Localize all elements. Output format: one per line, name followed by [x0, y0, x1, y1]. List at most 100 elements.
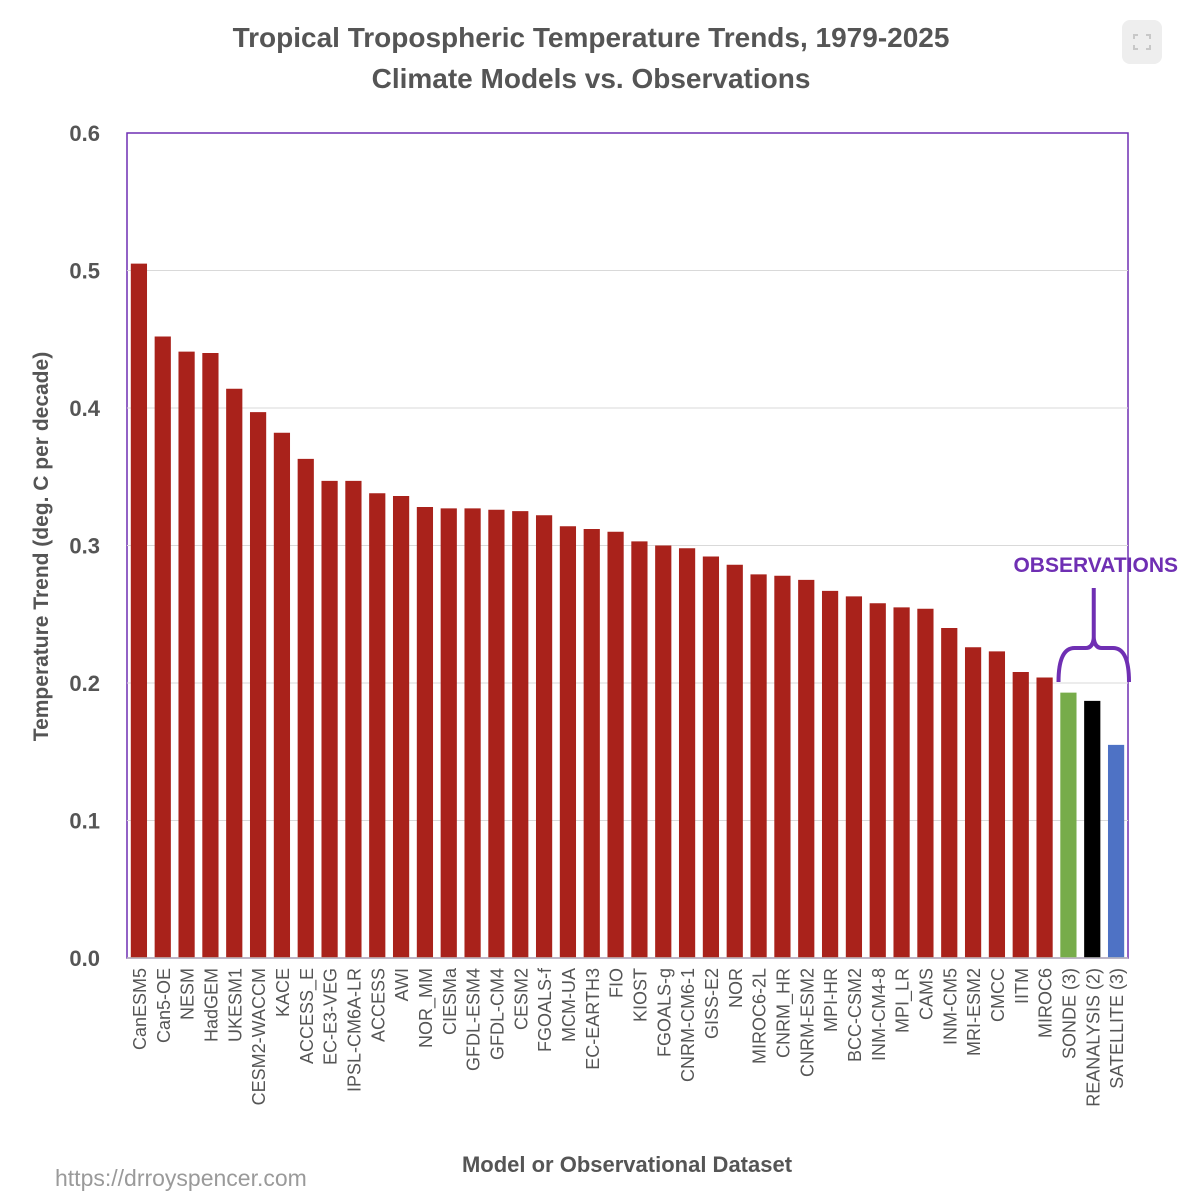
- x-tick-label: AWI: [392, 968, 412, 1001]
- bar: [1107, 744, 1125, 958]
- bar: [631, 541, 648, 958]
- x-tick-label: IPSL-CM6A-LR: [344, 968, 364, 1092]
- bar: [1036, 677, 1053, 958]
- bar: [440, 508, 457, 958]
- x-axis-ticks: CanESM5 Can5-OE NESM HadGEM UKESM1 CESM2-WACC…: [130, 967, 1127, 1107]
- bar: [845, 596, 863, 958]
- x-tick-label: IITM: [1012, 968, 1032, 1004]
- x-tick-label: CMCC: [988, 968, 1008, 1022]
- bar: [273, 432, 291, 958]
- chart-title: Tropical Tropospheric Temperature Trends…: [232, 22, 950, 53]
- y-tick-label: 0.0: [69, 946, 100, 971]
- bar: [798, 579, 815, 958]
- y-tick-label: 0.1: [69, 809, 100, 834]
- bar: [750, 574, 767, 958]
- bar: [583, 529, 600, 958]
- bar: [392, 496, 410, 958]
- bar: [917, 608, 934, 958]
- bar: [154, 336, 171, 958]
- bar: [941, 628, 958, 958]
- x-tick-label: KACE: [273, 968, 293, 1017]
- chart-subtitle: Climate Models vs. Observations: [371, 63, 811, 94]
- x-tick-label: EC-E3-VEG: [321, 968, 341, 1065]
- x-tick-label: MIROC6-2L: [750, 968, 770, 1064]
- bar: [178, 351, 195, 958]
- x-tick-label: REANALYSIS (2): [1083, 968, 1103, 1107]
- x-tick-label: MRI-ESM2: [964, 968, 984, 1056]
- x-tick-label: SONDE (3): [1059, 968, 1079, 1059]
- x-tick-label: CNRM-ESM2: [797, 968, 817, 1077]
- y-tick-label: 0.3: [69, 534, 100, 559]
- bar: [249, 412, 267, 958]
- bar: [1084, 700, 1101, 958]
- x-tick-label: MPI_LR: [893, 968, 914, 1033]
- bar: [893, 607, 910, 958]
- bar: [226, 388, 243, 958]
- x-tick-label: CNRM-CM6-1: [678, 968, 698, 1082]
- x-tick-label: UKESM1: [225, 968, 245, 1042]
- observations-label: OBSERVATIONS: [1013, 554, 1178, 577]
- y-axis-label: Temperature Trend (deg. C per decade): [30, 352, 53, 741]
- expand-button[interactable]: [1122, 20, 1162, 64]
- x-tick-label: NOR_MM: [416, 968, 437, 1048]
- x-tick-label: CAMS: [916, 968, 936, 1020]
- x-tick-label: Can5-OE: [154, 968, 174, 1043]
- bar: [559, 526, 577, 958]
- x-tick-label: CESM2-WACCM: [249, 968, 269, 1105]
- bar: [964, 647, 982, 958]
- bar: [607, 531, 624, 958]
- x-tick-label: FIO: [607, 968, 627, 998]
- observations-annotation: OBSERVATIONS: [1013, 554, 1178, 683]
- x-tick-label: NOR: [726, 968, 746, 1008]
- x-tick-label: CIESMa: [440, 967, 460, 1035]
- bar: [821, 590, 839, 958]
- bar: [512, 511, 529, 958]
- observations-bracket: [1056, 637, 1131, 683]
- bar: [345, 480, 362, 958]
- bar: [488, 509, 505, 958]
- bar: [1012, 672, 1029, 958]
- bar: [535, 515, 553, 958]
- x-tick-label: MCM-UA: [559, 968, 579, 1042]
- bar: [988, 651, 1006, 958]
- x-tick-label: NESM: [178, 968, 198, 1020]
- bar: [678, 548, 696, 958]
- x-tick-label: EC-EARTH3: [583, 968, 603, 1070]
- gridlines: [127, 270, 1128, 821]
- x-tick-label: MPI-HR: [821, 968, 841, 1032]
- x-tick-label: GFDL-CM4: [487, 968, 507, 1060]
- x-axis-label: Model or Observational Dataset: [462, 1152, 793, 1177]
- bar: [655, 545, 672, 958]
- bars: [130, 263, 1125, 958]
- x-tick-label: SATELLITE (3): [1107, 968, 1127, 1089]
- x-tick-label: CESM2: [511, 968, 531, 1030]
- bar: [464, 508, 481, 958]
- y-tick-label: 0.6: [69, 121, 100, 146]
- y-tick-label: 0.5: [69, 259, 100, 284]
- bar: [130, 263, 148, 958]
- bar: [297, 458, 314, 958]
- bar: [321, 480, 338, 958]
- x-tick-label: INM-CM5: [940, 968, 960, 1045]
- bar: [369, 493, 386, 958]
- x-tick-label: GFDL-ESM4: [464, 968, 484, 1071]
- x-tick-label: ACCESS_E: [297, 968, 318, 1064]
- bar: [869, 603, 886, 958]
- source-url: https://drroyspencer.com: [55, 1165, 307, 1191]
- expand-icon: [1133, 34, 1151, 50]
- x-tick-label: HadGEM: [201, 968, 221, 1042]
- bar: [702, 556, 720, 958]
- bar: [416, 507, 434, 958]
- y-axis-ticks: 0.0 0.1 0.2 0.3 0.4 0.5 0.6: [69, 121, 100, 971]
- x-tick-label: FGOALS-f: [535, 967, 555, 1052]
- x-tick-label: GISS-E2: [702, 968, 722, 1039]
- bar: [1060, 692, 1077, 958]
- x-tick-label: BCC-CSM2: [845, 968, 865, 1062]
- y-tick-label: 0.4: [69, 396, 100, 421]
- bar: [774, 575, 791, 958]
- x-tick-label: FGOALS-g: [654, 968, 674, 1057]
- bar: [202, 353, 219, 958]
- x-tick-label: CanESM5: [130, 968, 150, 1050]
- x-tick-label: INM-CM4-8: [869, 968, 889, 1061]
